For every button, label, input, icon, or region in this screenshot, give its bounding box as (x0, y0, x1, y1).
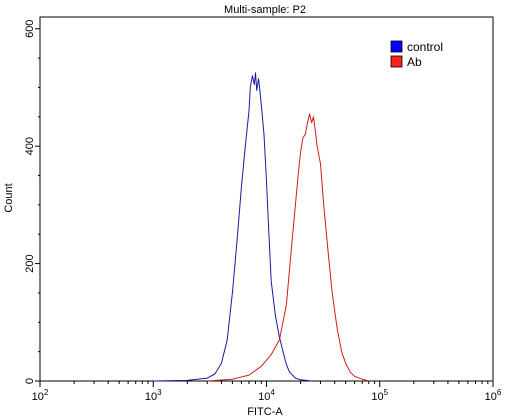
x-tick-label: 102 (32, 388, 49, 403)
y-tick-label: 600 (24, 20, 36, 38)
series-line-control (153, 72, 312, 382)
x-tick-label: 105 (371, 388, 388, 403)
x-tick-label: 104 (258, 388, 275, 403)
x-tick-label: 106 (485, 388, 502, 403)
legend-label: Ab (407, 55, 422, 69)
x-axis-title: FITC-A (247, 406, 283, 418)
x-tick-label: 103 (145, 388, 162, 403)
y-tick-label: 400 (24, 137, 36, 155)
legend-label: control (407, 40, 443, 54)
plot-area (39, 16, 494, 382)
legend-swatch (390, 40, 403, 53)
y-tick-label: 0 (24, 378, 36, 384)
x-axis: 102 103 104 105 106 (32, 381, 502, 403)
y-axis: 0 200 400 600 (24, 20, 40, 384)
series-line-ab (207, 113, 369, 382)
series-layer (153, 72, 369, 382)
y-tick-label: 200 (24, 254, 36, 272)
chart-title: Multi-sample: P2 (224, 4, 306, 16)
y-axis-title: Count (3, 183, 15, 212)
legend-swatch (390, 55, 403, 68)
